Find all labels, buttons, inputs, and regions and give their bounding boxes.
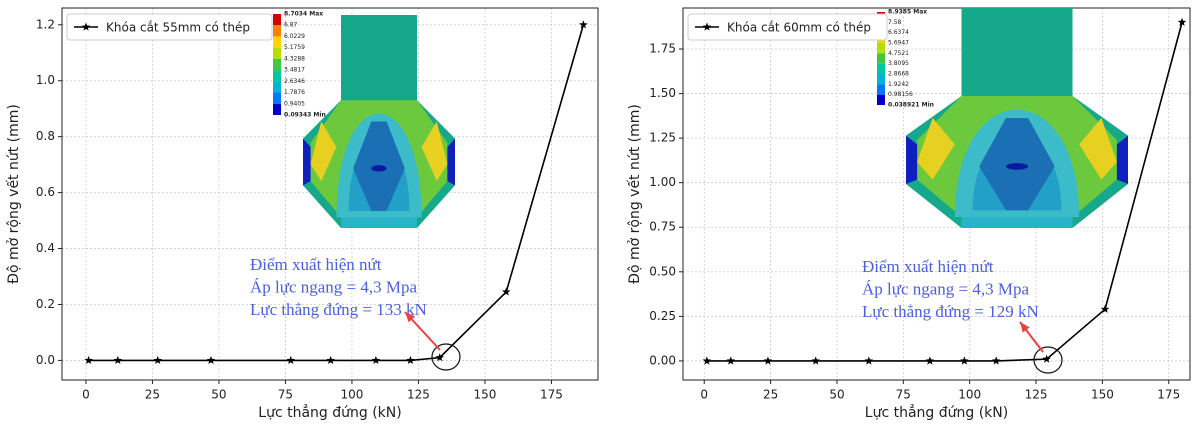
colorbar-band <box>273 25 281 36</box>
colorbar-label: 1.7876 <box>284 89 305 96</box>
highlight-circle <box>432 344 460 370</box>
data-point <box>114 356 123 364</box>
y-tick-label: 0.25 <box>649 309 676 323</box>
colorbar-band <box>273 70 281 81</box>
colorbar-label: 2.8668 <box>888 71 909 78</box>
data-point <box>865 356 874 364</box>
y-tick-label: 1.50 <box>649 86 676 100</box>
colorbar-label: 0.98156 <box>888 91 913 98</box>
x-tick-label: 125 <box>1025 388 1048 402</box>
y-tick-label: 1.75 <box>649 41 676 55</box>
colorbar-label: 0.038921 Min <box>888 102 934 109</box>
colorbar-label: 1.9242 <box>888 81 909 88</box>
data-point <box>960 356 969 364</box>
colorbar-label: 2.6346 <box>284 78 305 85</box>
colorbar-label: 6.6374 <box>888 29 909 36</box>
y-tick-label: 0.50 <box>649 264 676 278</box>
y-tick-label: 0.4 <box>36 241 55 255</box>
colorbar-band <box>877 84 885 94</box>
colorbar-label: 6.87 <box>284 22 298 29</box>
x-tick-label: 50 <box>211 388 226 402</box>
x-tick-label: 100 <box>958 388 981 402</box>
data-point <box>326 356 335 364</box>
data-point <box>727 356 736 364</box>
colorbar-label: 0.09343 Min <box>284 112 326 119</box>
legend-label: Khóa cắt 55mm có thép <box>106 21 250 35</box>
y-tick-label: 1.00 <box>649 175 676 189</box>
colorbar-label: 0.9405 <box>284 100 305 107</box>
y-tick-label: 1.25 <box>649 131 676 145</box>
colorbar-band <box>273 59 281 70</box>
x-tick-label: 75 <box>896 388 911 402</box>
data-point <box>153 356 162 364</box>
y-tick-label: 0.2 <box>36 297 55 311</box>
x-tick-label: 25 <box>145 388 160 402</box>
colorbar-band <box>273 81 281 92</box>
colorbar-label: 3.4817 <box>284 67 305 74</box>
annotation: Điểm xuất hiện nứt <box>862 257 994 276</box>
colorbar-label: 8.7034 Max <box>284 11 323 18</box>
data-point <box>992 356 1001 364</box>
x-tick-label: 175 <box>1157 388 1180 402</box>
annotation: Áp lực ngang = 4,3 Mpa <box>250 277 418 296</box>
y-tick-label: 0.00 <box>649 353 676 367</box>
colorbar-band <box>877 95 885 105</box>
x-tick-label: 50 <box>829 388 844 402</box>
fem-zone <box>1006 163 1028 170</box>
x-tick-label: 0 <box>82 388 90 402</box>
x-tick-label: 150 <box>473 388 496 402</box>
fem-zone <box>371 165 386 171</box>
data-point <box>811 356 820 364</box>
colorbar-band <box>877 43 885 53</box>
colorbar-label: 7.58 <box>888 19 902 26</box>
y-axis-label: Độ mở rộng vết nứt (mm) <box>626 104 643 284</box>
colorbar-band <box>877 74 885 84</box>
annotation: Áp lực ngang = 4,3 Mpa <box>862 279 1030 298</box>
annotation: Điểm xuất hiện nứt <box>250 255 382 274</box>
colorbar-label: 3.8095 <box>888 60 909 67</box>
x-axis-label: Lực thẳng đứng (kN) <box>865 404 1008 421</box>
colorbar-label: 4.7521 <box>888 50 909 57</box>
data-point <box>372 356 381 364</box>
y-axis-label: Độ mở rộng vết nứt (mm) <box>5 104 22 284</box>
data-point <box>406 356 415 364</box>
x-tick-label: 150 <box>1091 388 1114 402</box>
colorbar-label: 6.0229 <box>284 33 305 40</box>
colorbar-label: 5.6947 <box>888 40 909 47</box>
colorbar-label: 5.1759 <box>284 44 305 51</box>
annotation: Lực thẳng đứng = 129 kN <box>862 302 1039 321</box>
x-tick-label: 125 <box>407 388 430 402</box>
colorbar-band <box>877 64 885 74</box>
y-tick-label: 0.8 <box>36 129 55 143</box>
x-tick-label: 100 <box>340 388 363 402</box>
colorbar-band <box>273 14 281 25</box>
data-point <box>926 356 935 364</box>
y-tick-label: 0.75 <box>649 220 676 234</box>
data-point <box>286 356 295 364</box>
chart: 0.00 0.25 0.50 0.75 1.00 1.25 1.50 1.75 0 25 50 75 1… <box>600 0 1203 427</box>
annotation: Lực thẳng đứng = 133 kN <box>250 300 427 319</box>
colorbar-band <box>273 93 281 104</box>
page: 0.0 0.2 0.4 0.6 0.8 1.0 1.2 0 25 50 75 100 125 150 175… <box>0 0 1203 427</box>
x-tick-label: 0 <box>700 388 708 402</box>
colorbar-label: 8.9385 Max <box>888 9 927 16</box>
colorbar-band <box>273 104 281 115</box>
x-tick-label: 175 <box>540 388 563 402</box>
y-tick-label: 0.6 <box>36 185 55 199</box>
x-tick-label: 25 <box>763 388 778 402</box>
legend-label: Khóa cắt 60mm có thép <box>727 21 871 35</box>
y-tick-label: 1.0 <box>36 73 55 87</box>
x-axis-label: Lực thẳng đứng (kN) <box>258 404 401 421</box>
y-tick-label: 1.2 <box>36 17 55 31</box>
colorbar-band <box>273 36 281 47</box>
colorbar-band <box>877 53 885 63</box>
colorbar-band <box>273 48 281 59</box>
colorbar-label: 4.3288 <box>284 55 305 62</box>
y-tick-label: 0.0 <box>36 353 55 367</box>
chart: 0.0 0.2 0.4 0.6 0.8 1.0 1.2 0 25 50 75 100 125 150 175… <box>0 0 600 427</box>
x-tick-label: 75 <box>278 388 293 402</box>
data-point <box>207 356 216 364</box>
